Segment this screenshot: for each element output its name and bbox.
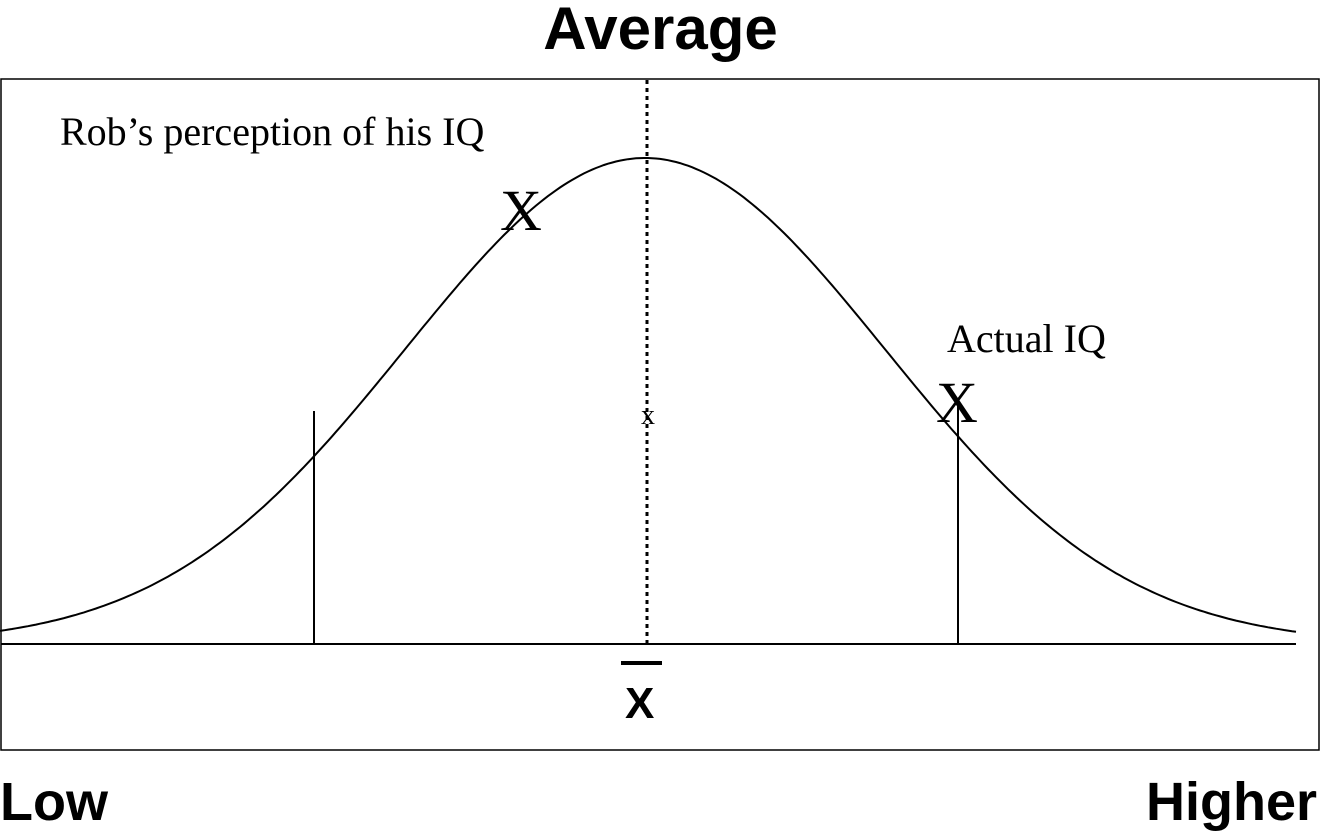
low-label: Low bbox=[0, 772, 108, 832]
center-marker: x bbox=[641, 400, 655, 431]
perception-marker: X bbox=[500, 178, 542, 243]
average-title: Average bbox=[543, 0, 778, 62]
bell-curve bbox=[0, 157, 1297, 633]
mean-symbol: X bbox=[625, 679, 654, 728]
actual-iq-label: Actual IQ bbox=[947, 316, 1106, 361]
diagram-border bbox=[0, 78, 1320, 751]
higher-label: Higher bbox=[1145, 772, 1317, 832]
actual-iq-marker: X bbox=[936, 370, 978, 435]
perception-label: Rob’s perception of his IQ bbox=[60, 109, 484, 154]
